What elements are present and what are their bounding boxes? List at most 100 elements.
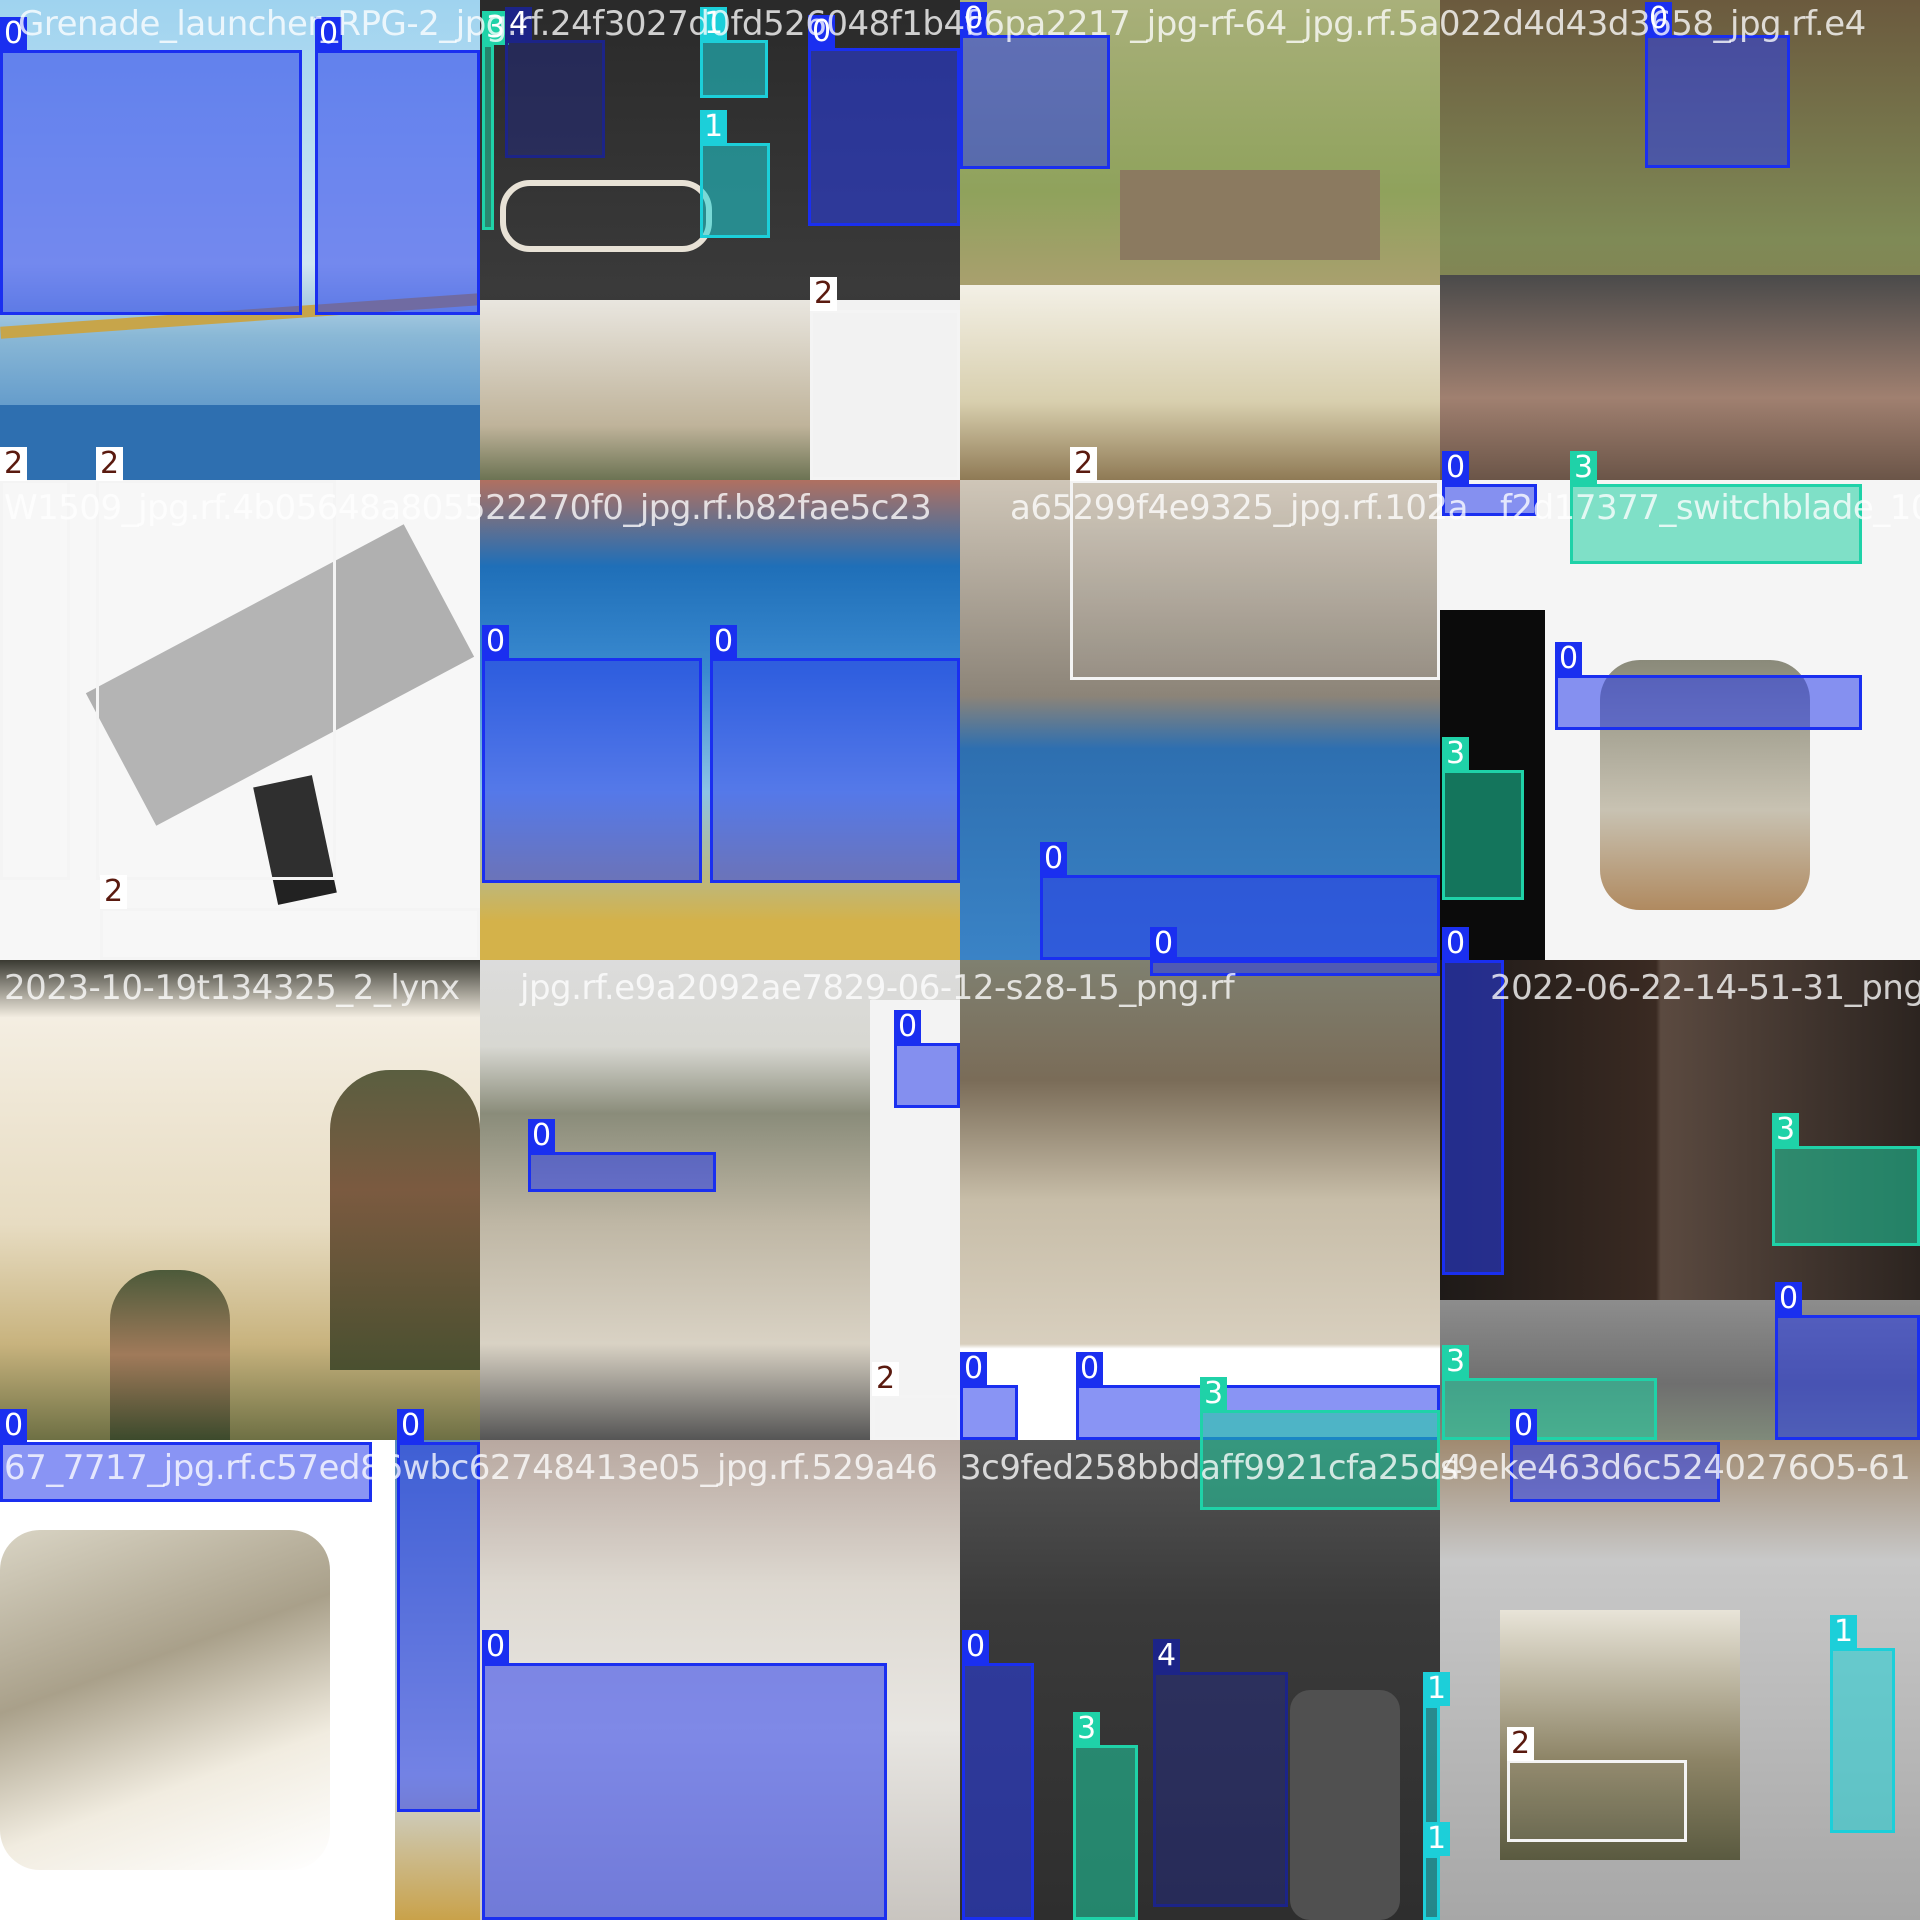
tile-filename-label: Grenade_launcher_RPG-2_jpg.rf.24f3027d0f… [18,4,977,44]
class-label: 1 [1423,1672,1451,1706]
class-label: 2 [0,447,28,481]
tile-filename-label: 2022-06-22-14-51-31_png.r [1490,968,1920,1008]
class-label: 0 [1775,1282,1803,1316]
tile-filename-label: f2d17377_switchblade_10_j [1500,488,1920,528]
class-label: 0 [315,17,343,51]
class-label: 3 [1073,1712,1101,1746]
detection-box: 2 [1507,1727,1687,1842]
photo-helmet-soldier [960,285,1440,480]
detection-box: 3 [482,11,510,230]
class-label: 0 [1442,451,1470,485]
detection-box: 2 [872,1362,960,1440]
detection-box: 2 [100,875,480,960]
class-label: 0 [482,625,510,659]
class-label: 0 [397,1409,425,1443]
class-label: 2 [1507,1727,1535,1761]
class-label: 0 [1645,2,1673,36]
mosaic-tile [480,0,960,480]
class-label: 0 [0,1409,28,1443]
tile-filename-label: 67_7717_jpg.rf.c57ed86wbc62748413e05_jpg… [4,1448,938,1488]
detection-box: 0 [1555,642,1862,730]
class-label: 3 [482,11,510,45]
detection-box: 3 [1200,1377,1440,1510]
class-label: 3 [1200,1377,1228,1411]
class-label: 0 [960,2,988,36]
detection-box: 0 [1040,842,1440,960]
tile-filename-label: W1509_jpg.rf.4b05648a805522270f0_jpg.rf.… [4,488,932,528]
class-label: 0 [1510,1409,1538,1443]
class-label: 0 [1442,927,1470,961]
class-label: 0 [1150,927,1178,961]
detection-box: 0 [1645,2,1790,168]
photo-camo-legs [0,1530,330,1870]
class-label: 2 [96,447,124,481]
detection-box: 3 [1570,451,1862,564]
class-label: 1 [700,7,728,41]
detection-box: 2 [1070,447,1440,680]
mosaic-tile [0,960,480,1440]
detection-box: 1 [1423,1822,1451,1920]
photo-soldier-left [110,1270,230,1440]
detection-box: 0 [710,625,960,883]
photo-trench-wall [960,960,1440,1440]
class-label: 2 [1070,447,1098,481]
class-label: 0 [1076,1352,1104,1386]
detection-box: 0 [397,1409,480,1812]
detection-box: 4 [1153,1639,1288,1907]
detection-box: 0 [808,15,960,226]
photo-soldiers-inset [1500,1610,1740,1860]
class-label: 0 [808,15,836,49]
detection-box: 3 [1442,1345,1657,1440]
class-label: 0 [0,17,28,51]
tile-filename-label: a65299f4e9325_jpg.rf.102a [1010,488,1468,528]
detection-box: 0 [0,1409,372,1502]
detection-box: 0 [1775,1282,1920,1440]
detection-box: 0 [960,1352,1018,1440]
class-label: 4 [1153,1639,1181,1673]
detection-box: 0 [894,1010,960,1108]
class-label: 4 [505,7,533,41]
photo-right-half-board [0,405,480,480]
tile-filename-label: c6pa2217_jpg-rf-64_jpg.rf.5a022d4d43d365… [965,4,1866,44]
class-label: 3 [1442,737,1470,771]
detection-box: 0 [1442,927,1504,1275]
detection-box: 0 [962,1630,1034,1920]
mosaic-tile [960,960,1440,1440]
mosaic-tile [960,1440,1440,1920]
tile-filename-label: 3c9fed258bbdaff9921cfa25d4 [960,1448,1463,1488]
detection-box: 1 [700,7,768,98]
class-label: 1 [1423,1822,1451,1856]
class-label: 3 [1772,1113,1800,1147]
class-label: 0 [1555,642,1583,676]
class-label: 0 [960,1352,988,1386]
class-label: 1 [700,110,728,144]
detection-box: 1 [1830,1615,1895,1833]
detection-box: 0 [0,17,302,315]
detection-box: 4 [505,7,605,158]
class-label: 2 [100,875,128,909]
detection-box: 0 [482,625,702,883]
photo-holster [1290,1690,1400,1920]
class-label: 2 [810,277,838,311]
detection-box: 3 [1772,1113,1920,1246]
detection-box: 2 [810,277,960,480]
photo-hooded-face [1440,275,1920,480]
detection-box: 3 [1073,1712,1138,1920]
tile-filename-label: 2023-10-19t134325_2_lynx [4,968,460,1008]
tile-filename-label: s9eke463d6c5240276O5-61 [1440,1448,1911,1488]
photo-rifle-white [810,300,960,480]
detection-box: 2 [96,447,336,880]
detection-box: 1 [1423,1672,1451,1825]
class-label: 0 [894,1010,922,1044]
class-label: 0 [710,625,738,659]
class-label: 2 [872,1362,900,1396]
detection-box: 2 [0,447,70,880]
class-label: 3 [1442,1345,1470,1379]
detection-box: 0 [960,2,1110,169]
detection-box: 0 [482,1630,887,1920]
detection-box: 1 [700,110,770,238]
class-label: 0 [482,1630,510,1664]
mosaic-tile [0,480,480,960]
photo-soldier-right [330,1070,480,1370]
